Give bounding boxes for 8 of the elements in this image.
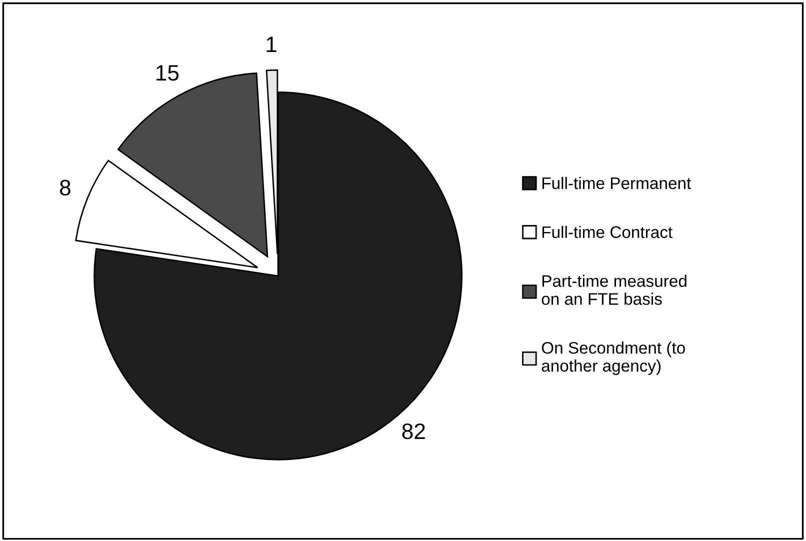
data-label: 15 [156,65,179,81]
legend-label: Full-time Contract [542,226,672,238]
legend-label: On Secondment (to another agency) [542,342,685,376]
data-label: 1 [266,36,276,52]
legend-label: Part-time measured on an FTE basis [542,274,686,305]
legend-label: Full-time Permanent [542,176,692,190]
data-label: 82 [402,423,425,440]
data-label: 8 [60,180,70,196]
